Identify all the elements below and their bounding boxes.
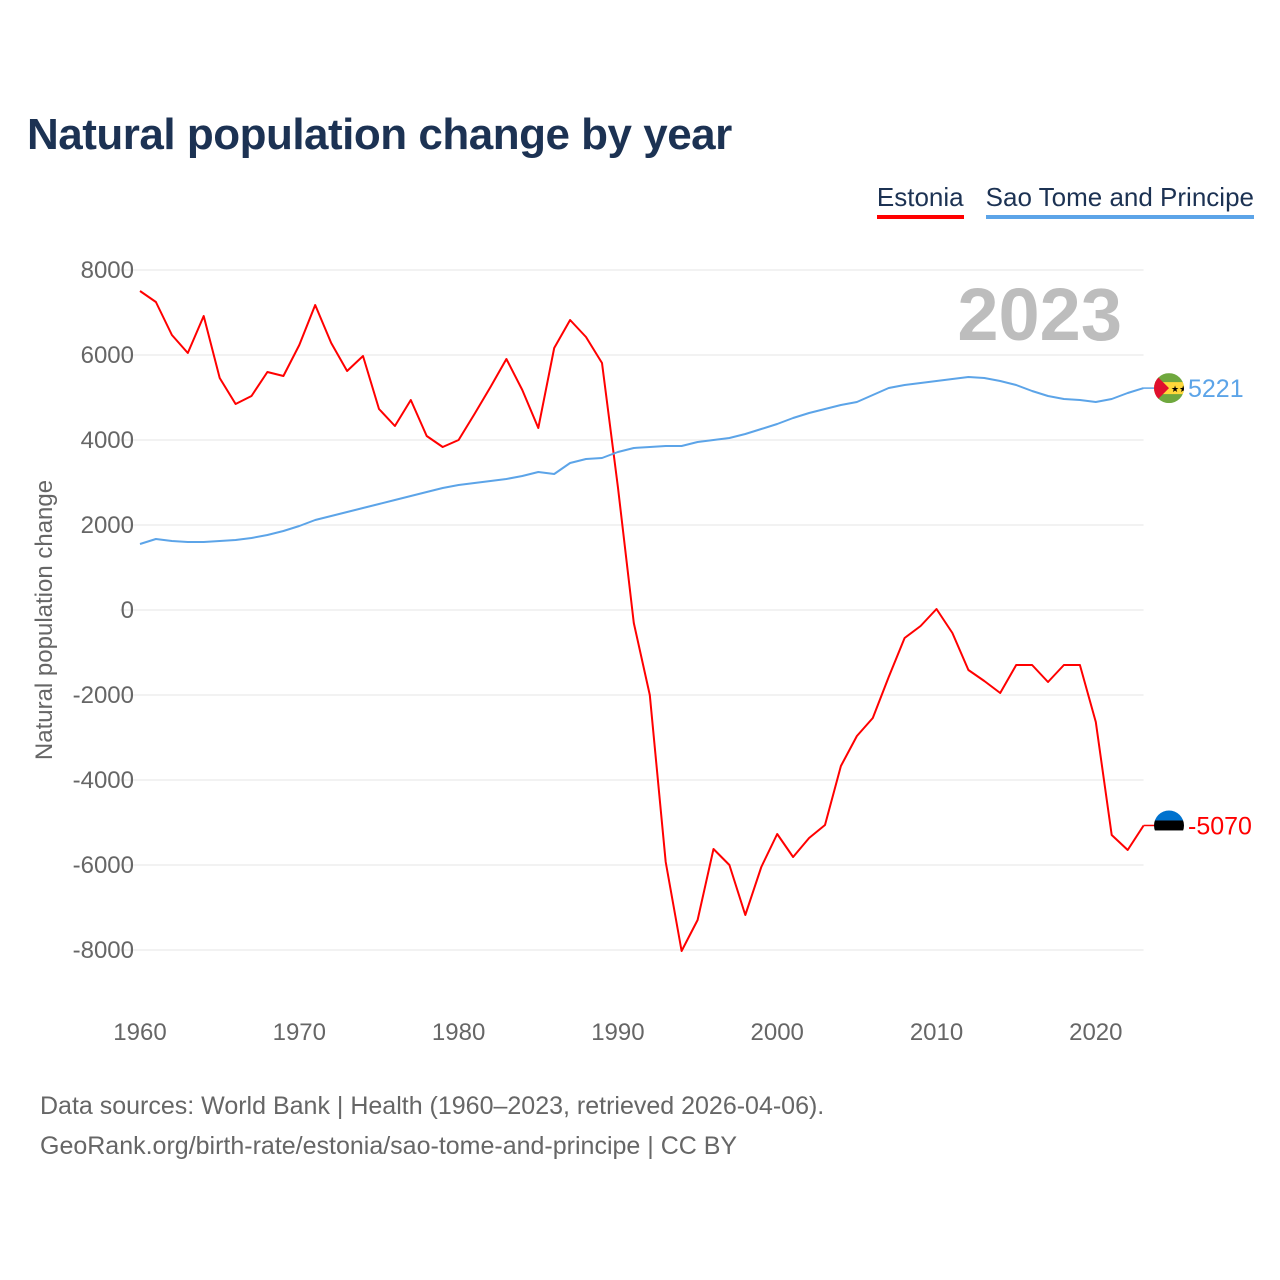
- source-text: Data sources: World Bank | Health (1960–…: [40, 1092, 825, 1120]
- y-tick-label: 6000: [81, 342, 134, 369]
- series-line-sao-tome: [139, 376, 1144, 545]
- end-value-label: -5070: [1188, 812, 1252, 840]
- legend-item-sao-tome[interactable]: Sao Tome and Principe: [985, 182, 1254, 219]
- end-value-label: 5221: [1188, 375, 1244, 403]
- sao-tome-flag-icon: ★★: [1154, 373, 1187, 404]
- y-tick-label: -4000: [73, 767, 134, 794]
- flag-body: ★★: [1154, 373, 1187, 404]
- x-tick-label: 1960: [113, 1019, 166, 1046]
- legend-item-estonia[interactable]: Estonia: [876, 182, 964, 219]
- flag-stripe-blue: [1154, 810, 1184, 821]
- footer: Data sources: World Bank | Health (1960–…: [40, 1086, 824, 1166]
- x-tick-label: 1990: [591, 1019, 644, 1046]
- y-tick-label: 8000: [81, 257, 134, 284]
- x-tick-label: 1970: [273, 1019, 326, 1046]
- chart-title: Natural population change by year: [27, 110, 732, 159]
- flag-stripe-black: [1154, 820, 1184, 831]
- flag-body: [1154, 810, 1184, 841]
- flag-stripe-white: [1154, 830, 1184, 841]
- x-tick-label: 2000: [751, 1019, 804, 1046]
- y-tick-label: -6000: [73, 852, 134, 879]
- legend: Estonia Sao Tome and Principe: [876, 182, 1254, 219]
- flag-red-triangle: [1154, 373, 1169, 404]
- source-link[interactable]: GeoRank.org/birth-rate/estonia/sao-tome-…: [40, 1132, 738, 1160]
- y-tick-label: 2000: [81, 512, 134, 539]
- estonia-flag-icon: [1154, 810, 1184, 841]
- x-tick-label: 2020: [1069, 1019, 1122, 1046]
- x-tick-label: 1980: [432, 1019, 485, 1046]
- x-tick-label: 2010: [910, 1019, 963, 1046]
- y-axis-label: Natural population change: [31, 480, 58, 760]
- y-tick-label: 4000: [81, 427, 134, 454]
- year-watermark: 2023: [957, 273, 1122, 356]
- y-tick-label: -2000: [73, 682, 134, 709]
- y-tick-label: -8000: [73, 937, 134, 964]
- series-line-estonia: [139, 290, 1145, 952]
- flag-stars: ★★: [1171, 384, 1187, 394]
- y-tick-label: 0: [121, 597, 134, 624]
